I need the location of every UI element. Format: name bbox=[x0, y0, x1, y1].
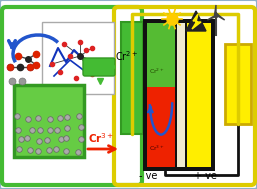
Text: Cr$^{3+}$: Cr$^{3+}$ bbox=[88, 131, 114, 145]
Bar bbox=[187, 23, 211, 167]
Bar bbox=[147, 23, 175, 87]
Polygon shape bbox=[215, 5, 216, 15]
Text: Cr$^{3+}$: Cr$^{3+}$ bbox=[149, 144, 165, 153]
Text: + ve: + ve bbox=[194, 171, 216, 181]
Bar bbox=[225, 44, 251, 124]
Polygon shape bbox=[186, 11, 206, 31]
Polygon shape bbox=[192, 14, 201, 29]
Bar bbox=[177, 23, 185, 167]
Text: Cr$^{2+}$: Cr$^{2+}$ bbox=[115, 49, 139, 63]
Bar bbox=[14, 85, 84, 157]
Bar bbox=[42, 22, 114, 94]
FancyBboxPatch shape bbox=[83, 58, 115, 76]
Bar bbox=[121, 22, 143, 134]
Bar bbox=[147, 87, 175, 167]
Text: Cr$^{2+}$: Cr$^{2+}$ bbox=[149, 67, 165, 76]
Polygon shape bbox=[207, 15, 216, 20]
Text: - ve: - ve bbox=[139, 171, 157, 181]
Polygon shape bbox=[216, 14, 225, 20]
Bar bbox=[143, 19, 215, 171]
